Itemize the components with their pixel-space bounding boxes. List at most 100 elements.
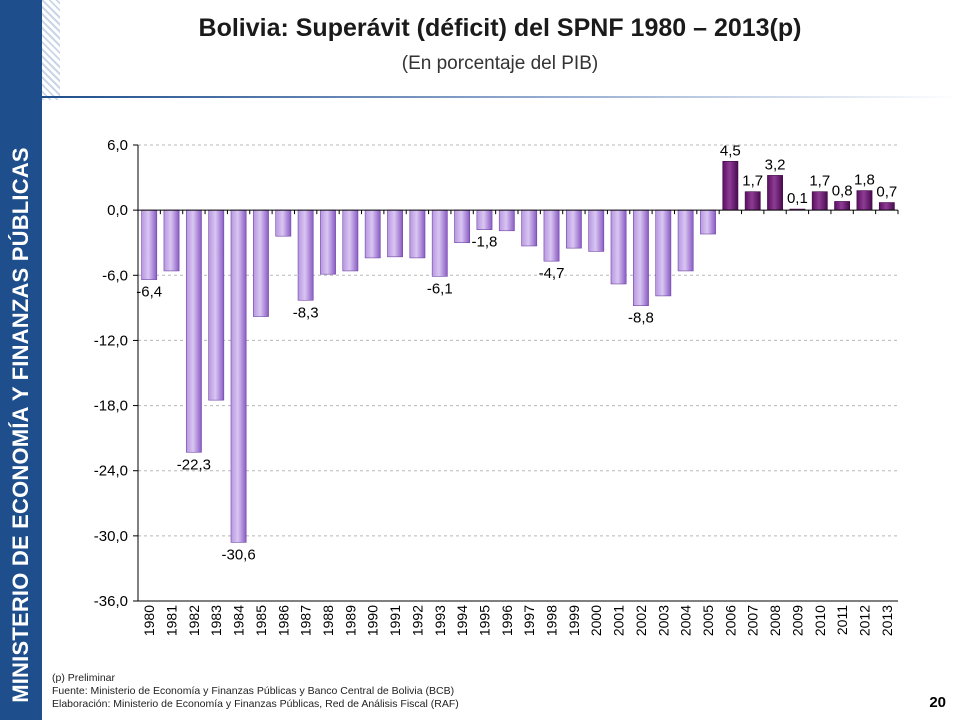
bar-1992: [409, 209, 426, 259]
x-tick-label: 1989: [342, 605, 358, 636]
x-tick-label: 1997: [521, 605, 537, 636]
bar-1983: [208, 209, 225, 401]
x-tick-label: 1992: [409, 605, 425, 636]
data-label: 0,1: [787, 190, 808, 207]
bar-2000: [588, 209, 605, 252]
bar-2001: [610, 209, 627, 285]
bar-1993: [431, 209, 448, 277]
bar-2013: [878, 202, 895, 211]
y-tick-label: -24,0: [94, 463, 128, 480]
data-label: -1,8: [472, 234, 498, 251]
data-label: -8,3: [293, 304, 319, 321]
footnote-preliminary: (p) Preliminar: [52, 672, 116, 684]
page-title: Bolivia: Superávit (déficit) del SPNF 19…: [198, 14, 802, 42]
data-label: -30,6: [221, 546, 255, 563]
header-divider: [42, 96, 960, 98]
bar-2012: [856, 190, 873, 211]
bar-1986: [275, 209, 292, 237]
x-tick-label: 1982: [186, 605, 202, 636]
x-tick-label: 1996: [499, 605, 515, 636]
bar-1998: [543, 209, 560, 262]
bar-1985: [253, 209, 269, 317]
data-label: -4,7: [539, 265, 565, 282]
data-label: -6,4: [136, 284, 162, 301]
x-tick-label: 1995: [476, 605, 492, 636]
data-label: 4,5: [720, 142, 741, 159]
x-tick-label: 1984: [231, 605, 247, 636]
x-tick-label: 1985: [253, 605, 269, 636]
x-tick-label: 2012: [856, 605, 872, 636]
data-label: 1,7: [742, 173, 763, 190]
sidebar-band: MINISTERIO DE ECONOMÍA Y FINANZAS PÚBLIC…: [0, 0, 42, 720]
bar-1989: [342, 209, 359, 272]
x-tick-label: 2008: [767, 605, 783, 636]
bar-1996: [498, 209, 515, 232]
x-tick-label: 1986: [275, 605, 291, 636]
bar-2006: [722, 160, 739, 211]
data-label: -6,1: [427, 280, 453, 297]
x-tick-label: 2013: [879, 605, 895, 636]
x-tick-label: 2009: [789, 605, 805, 636]
y-tick-label: -30,0: [94, 528, 128, 545]
x-tick-label: 2002: [633, 605, 649, 636]
bar-1987: [297, 209, 314, 301]
x-tick-label: 1987: [298, 605, 314, 636]
footnote-source: Fuente: Ministerio de Economía y Finanza…: [52, 685, 455, 697]
page-number: 20: [929, 694, 946, 711]
bar-1999: [565, 209, 582, 249]
data-label: -8,8: [628, 310, 654, 327]
x-tick-label: 1998: [544, 605, 560, 636]
x-tick-label: 2007: [745, 605, 761, 636]
bar-1981: [163, 209, 180, 272]
bar-1988: [320, 209, 336, 275]
data-label: 1,7: [809, 173, 830, 190]
x-tick-label: 2000: [588, 605, 604, 636]
bar-1980: [141, 209, 158, 280]
bar-2008: [767, 175, 783, 211]
y-tick-label: 0,0: [107, 202, 128, 219]
chart-footnotes: (p) Preliminar Fuente: Ministerio de Eco…: [52, 672, 459, 711]
bar-1995: [476, 209, 493, 230]
x-tick-label: 2006: [722, 605, 738, 636]
x-tick-label: 1994: [454, 605, 470, 636]
deficit-bar-chart: 6,0 0,0 -6,0 -12,0 -18,0 -24,0 -30,0 -36,0 1980…: [94, 137, 899, 636]
x-tick-label: 2005: [700, 605, 716, 636]
x-tick-label: 1993: [432, 605, 448, 636]
x-tick-label: 1990: [365, 605, 381, 636]
decorative-stripes: [42, 0, 60, 100]
data-label: -22,3: [177, 456, 211, 473]
data-label: 0,8: [832, 182, 853, 199]
bar-1990: [364, 209, 381, 259]
x-tick-label: 1988: [320, 605, 336, 636]
bar-2007: [744, 191, 761, 211]
bar-1982: [185, 209, 202, 453]
bar-2010: [811, 191, 828, 211]
y-tick-label: -6,0: [102, 267, 128, 284]
x-tick-label: 1981: [164, 605, 180, 636]
page-subtitle: (En porcentaje del PIB): [401, 53, 599, 74]
data-label: 1,8: [854, 172, 875, 189]
y-tick-label: -36,0: [94, 593, 128, 610]
x-tick-label: 1980: [141, 605, 157, 636]
bar-1994: [454, 209, 471, 244]
x-tick-label: 1991: [387, 605, 403, 636]
x-tick-label: 1983: [208, 605, 224, 636]
data-label: 0,7: [876, 184, 897, 201]
y-tick-label: -12,0: [94, 332, 128, 349]
x-tick-label: 1999: [566, 605, 582, 636]
bar-2005: [700, 209, 716, 235]
x-tick-label: 2010: [812, 605, 828, 636]
bar-1984: [230, 209, 247, 543]
sidebar-ministry-label: MINISTERIO DE ECONOMÍA Y FINANZAS PÚBLIC…: [8, 147, 33, 703]
data-label: 3,2: [765, 156, 786, 173]
x-tick-label: 2003: [655, 605, 671, 636]
bar-1997: [521, 209, 538, 247]
bar-1991: [387, 209, 403, 258]
footnote-elaboration: Elaboración: Ministerio de Economía y Fi…: [52, 698, 459, 710]
bar-2004: [677, 209, 694, 272]
y-tick-label: -18,0: [94, 398, 128, 415]
bar-2003: [655, 209, 672, 297]
bar-2011: [834, 201, 851, 211]
bar-2002: [633, 209, 649, 306]
y-tick-label: 6,0: [107, 137, 128, 154]
